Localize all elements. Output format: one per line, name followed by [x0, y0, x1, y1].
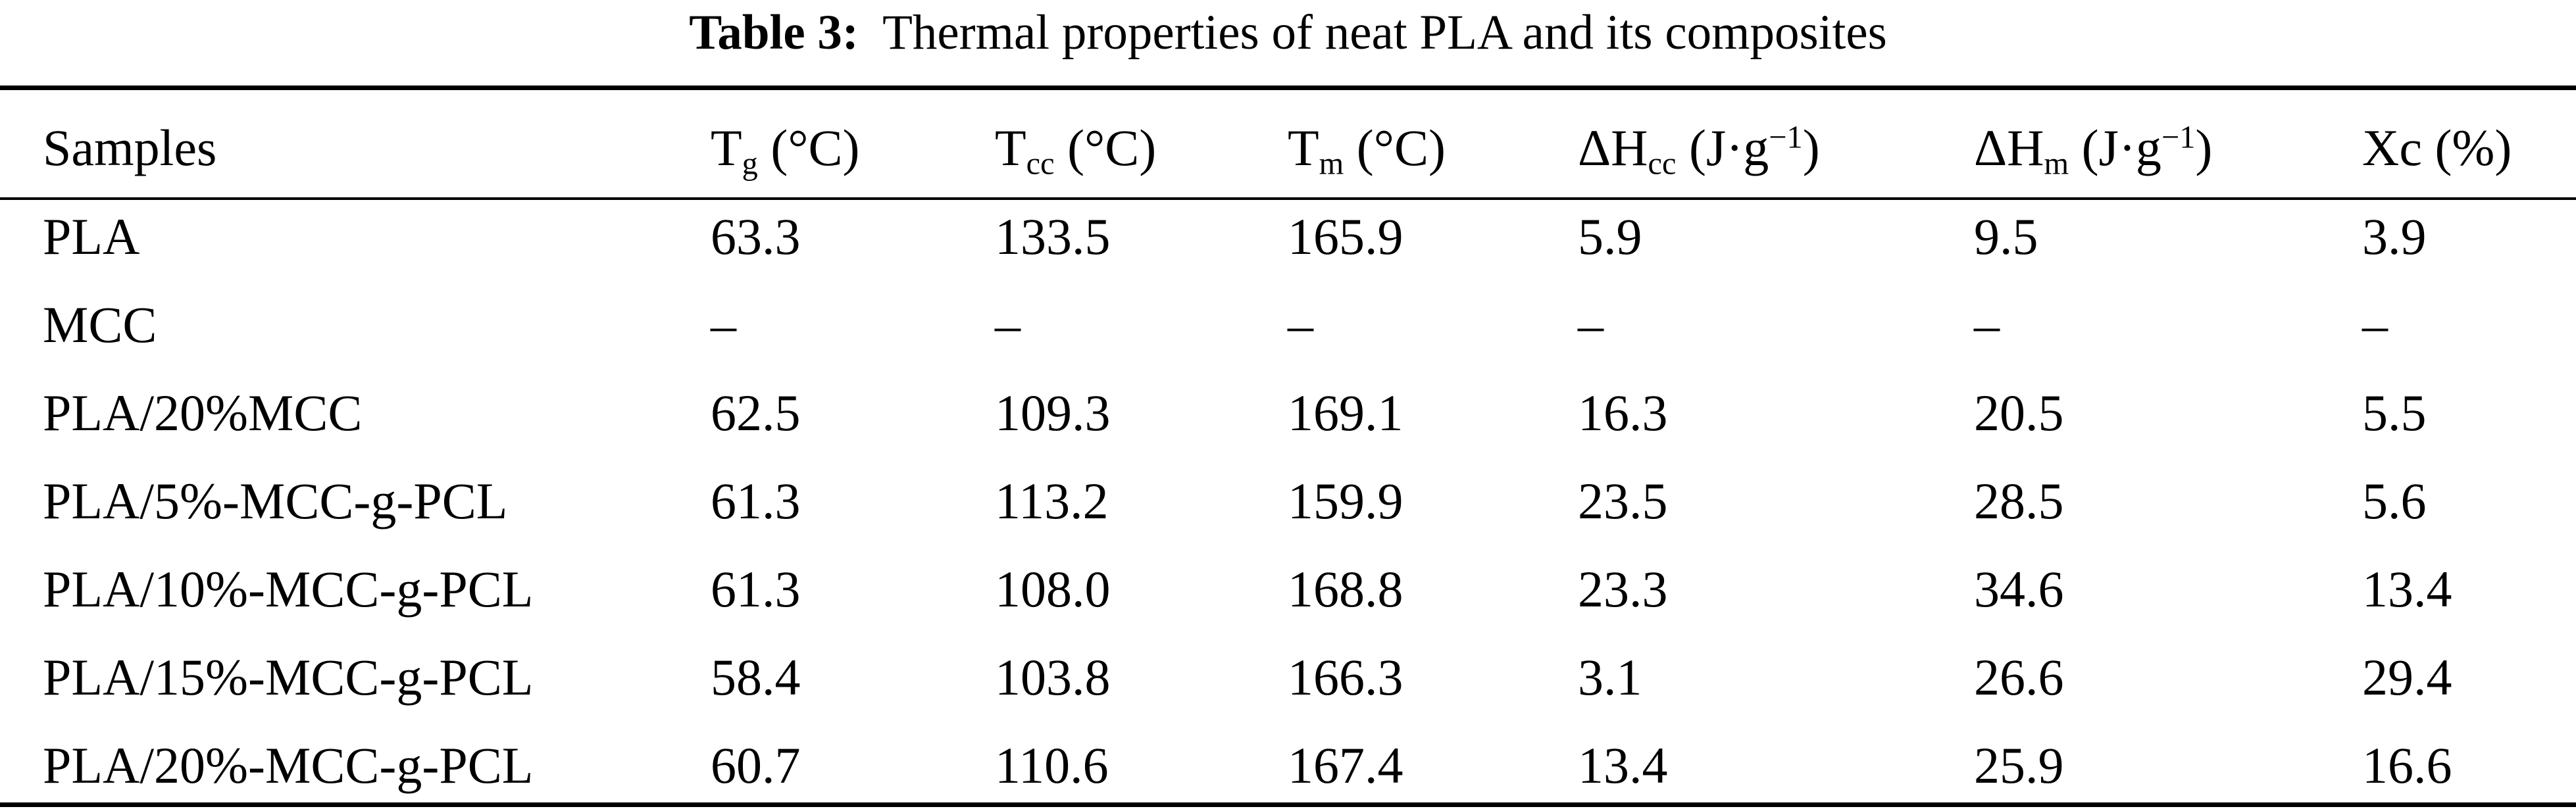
cell-dhcc: 5.9	[1578, 208, 1642, 265]
table-header-row: Samples Tg (°C) Tcc (°C) Tm (°C) ΔHcc (J…	[0, 109, 2576, 187]
cell-tcc: 108.0	[995, 560, 1111, 618]
cell-tcc: –	[995, 296, 1021, 353]
cell-xc: 13.4	[2362, 560, 2452, 618]
cell-tm: 168.8	[1288, 560, 1403, 618]
cell-tg: 61.3	[711, 560, 801, 618]
cell-sample: PLA	[43, 208, 140, 265]
cell-dhm: 20.5	[1974, 384, 2064, 441]
cell-sample: PLA/20%-MCC-g-PCL	[43, 737, 534, 794]
table-row: PLA/20%-MCC-g-PCL 60.7 110.6 167.4 13.4 …	[0, 726, 2576, 805]
cell-dhcc: 13.4	[1578, 737, 1668, 794]
cell-sample: PLA/5%-MCC-g-PCL	[43, 472, 508, 529]
cell-dhcc: 3.1	[1578, 649, 1642, 706]
cell-sample: PLA/15%-MCC-g-PCL	[43, 649, 534, 706]
cell-dhcc: –	[1578, 296, 1604, 353]
cell-tcc: 103.8	[995, 649, 1111, 706]
cell-xc: 5.5	[2362, 384, 2427, 441]
cell-tcc: 110.6	[995, 737, 1109, 794]
table-row: PLA/15%-MCC-g-PCL 58.4 103.8 166.3 3.1 2…	[0, 638, 2576, 717]
cell-xc: 5.6	[2362, 472, 2427, 529]
cell-tg: 60.7	[711, 737, 801, 794]
caption-title: Thermal properties of neat PLA and its c…	[882, 5, 1887, 60]
header-rule	[0, 197, 2576, 200]
top-rule	[0, 86, 2576, 90]
table-row: MCC – – – – – –	[0, 285, 2576, 364]
header-dhm: ΔHm (J·g−1)	[1974, 119, 2213, 182]
cell-dhm: 25.9	[1974, 737, 2064, 794]
header-tcc: Tcc (°C)	[995, 119, 1157, 182]
caption-label: Table 3:	[689, 5, 859, 60]
cell-tm: –	[1288, 296, 1313, 353]
cell-tcc: 109.3	[995, 384, 1111, 441]
cell-tm: 165.9	[1288, 208, 1403, 265]
cell-tg: 61.3	[711, 472, 801, 529]
header-samples: Samples	[43, 119, 217, 176]
cell-xc: 3.9	[2362, 208, 2427, 265]
cell-dhm: 9.5	[1974, 208, 2038, 265]
cell-tcc: 133.5	[995, 208, 1111, 265]
cell-tg: 58.4	[711, 649, 801, 706]
header-xc: Xc (%)	[2362, 119, 2512, 176]
cell-sample: PLA/20%MCC	[43, 384, 363, 441]
cell-tcc: 113.2	[995, 472, 1109, 529]
table-row: PLA/20%MCC 62.5 109.3 169.1 16.3 20.5 5.…	[0, 374, 2576, 453]
cell-tg: 63.3	[711, 208, 801, 265]
header-tm: Tm (°C)	[1288, 119, 1446, 182]
cell-xc: –	[2362, 296, 2388, 353]
cell-tg: 62.5	[711, 384, 801, 441]
table-caption: Table 3: Thermal properties of neat PLA …	[0, 0, 2576, 66]
table-row: PLA 63.3 133.5 165.9 5.9 9.5 3.9	[0, 197, 2576, 276]
cell-dhm: 28.5	[1974, 472, 2064, 529]
cell-dhm: –	[1974, 296, 2000, 353]
cell-tm: 159.9	[1288, 472, 1403, 529]
header-tg: Tg (°C)	[711, 119, 860, 182]
cell-tg: –	[711, 296, 736, 353]
cell-tm: 167.4	[1288, 737, 1403, 794]
cell-sample: PLA/10%-MCC-g-PCL	[43, 560, 534, 618]
table-row: PLA/5%-MCC-g-PCL 61.3 113.2 159.9 23.5 2…	[0, 462, 2576, 541]
header-dhcc: ΔHcc (J·g−1)	[1578, 119, 1820, 182]
bottom-rule	[0, 802, 2576, 807]
cell-dhm: 34.6	[1974, 560, 2064, 618]
cell-dhcc: 23.3	[1578, 560, 1668, 618]
cell-dhcc: 16.3	[1578, 384, 1668, 441]
cell-sample: MCC	[43, 296, 157, 353]
cell-xc: 29.4	[2362, 649, 2452, 706]
cell-dhm: 26.6	[1974, 649, 2064, 706]
cell-tm: 166.3	[1288, 649, 1403, 706]
cell-dhcc: 23.5	[1578, 472, 1668, 529]
table-row: PLA/10%-MCC-g-PCL 61.3 108.0 168.8 23.3 …	[0, 550, 2576, 629]
cell-tm: 169.1	[1288, 384, 1403, 441]
cell-xc: 16.6	[2362, 737, 2452, 794]
